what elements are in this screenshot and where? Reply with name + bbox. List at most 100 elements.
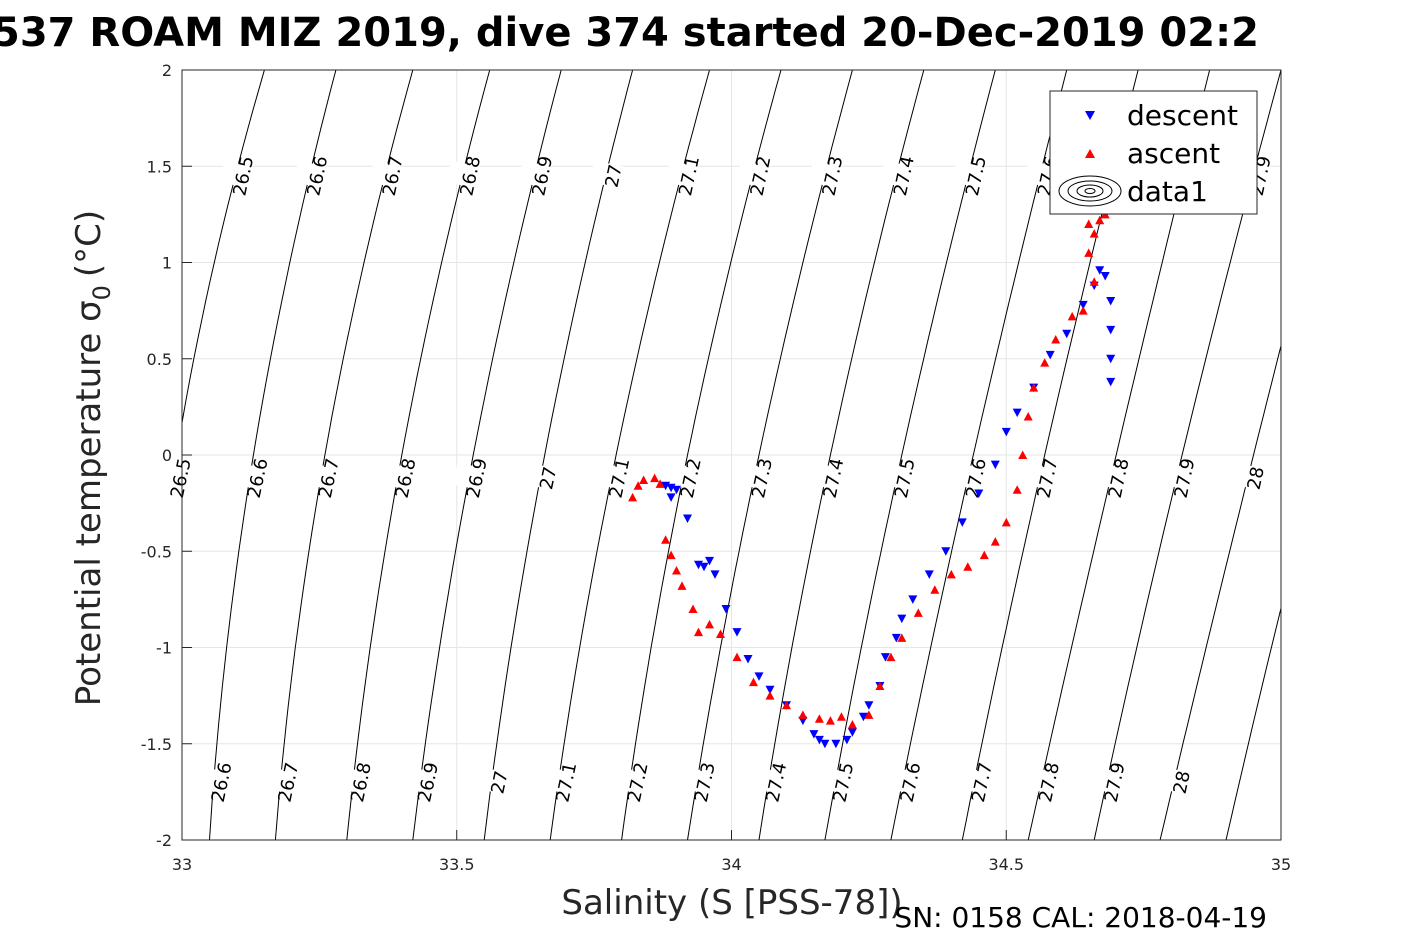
contour-label-bg <box>952 462 1000 494</box>
contour-label-bg <box>1094 462 1143 494</box>
ascent-point <box>688 604 698 613</box>
ascent-point <box>1040 358 1050 367</box>
ascent-point <box>836 712 846 721</box>
ascent-point <box>886 652 896 662</box>
isopycnal-line <box>412 70 562 840</box>
descent-point <box>814 735 824 745</box>
ascent-point <box>930 585 940 594</box>
x-tick-label: 34 <box>721 855 741 874</box>
descent-point <box>721 605 731 614</box>
contour-label-bg <box>381 462 430 494</box>
y-axis-label: Potential temperature σ0 (°C) <box>69 210 116 706</box>
y-tick-label: 1.5 <box>147 157 172 176</box>
contour-label-bg <box>197 766 246 798</box>
contour-label-bg <box>880 160 928 192</box>
contour-label-bg <box>1157 766 1206 798</box>
isopycnal-line <box>824 70 996 840</box>
ascent-point <box>628 492 638 502</box>
legend-ascent-marker <box>1085 149 1095 158</box>
descent-point <box>1100 272 1110 281</box>
ascent-point <box>1051 335 1061 344</box>
contour-label-bg <box>1160 462 1209 494</box>
y-tick-label: 2 <box>162 61 172 80</box>
ascent-point <box>1067 311 1077 321</box>
ascent-point <box>672 566 681 575</box>
ascent-point <box>1084 248 1094 257</box>
y-tick-label: -0.5 <box>141 542 172 561</box>
contour-label-bg <box>1023 462 1072 494</box>
contour-label-bg <box>1231 462 1280 494</box>
ascent-point <box>677 581 687 590</box>
descent-point <box>897 614 907 624</box>
ascent-point <box>1001 517 1011 527</box>
isopycnal-line <box>687 70 853 840</box>
contour-label-bg <box>665 160 713 192</box>
ascent-point <box>655 479 665 488</box>
y-tick-label: -1 <box>156 639 172 658</box>
isopycnal-line <box>346 70 491 840</box>
ascent-point <box>716 629 725 638</box>
descent-point <box>705 556 714 566</box>
density-contour-labels: 26.6 26.7 26.8 26.9 27 27.1 27.2 27.3 27.4 27.5 27… <box>156 154 1285 804</box>
legend-descent-label: descent <box>1127 99 1238 132</box>
descent-point <box>908 595 918 604</box>
isopycnal-line <box>549 70 710 840</box>
ascent-point <box>1089 229 1099 238</box>
descent-point <box>924 570 934 579</box>
contour-label-bg <box>446 160 495 192</box>
ascent-point <box>782 700 791 710</box>
isopycnal-line <box>621 70 782 840</box>
ascent-point <box>705 619 714 629</box>
ascent-point <box>1023 412 1033 421</box>
y-tick-label: 0 <box>162 446 172 465</box>
descent-point <box>864 701 874 710</box>
legend-contour-icon <box>1058 175 1122 207</box>
ascent-point <box>798 710 808 719</box>
descent-point <box>672 485 681 495</box>
contour-label-bg <box>524 462 573 494</box>
y-axis-label-text: Potential temperature σ <box>69 300 109 706</box>
descent-point <box>957 518 967 527</box>
data-series <box>628 209 1116 749</box>
y-tick-label: -2 <box>156 831 172 850</box>
ascent-point <box>990 537 1000 546</box>
descent-point <box>1012 408 1022 418</box>
contour-label-bg <box>1090 766 1139 798</box>
ascent-point <box>897 633 907 642</box>
contour-label-bg <box>453 462 501 494</box>
legend-descent-marker <box>1085 111 1095 120</box>
descent-point <box>754 672 764 681</box>
contour-label-bg <box>233 462 282 494</box>
y-axis-label-unit: (°C) <box>69 210 109 277</box>
descent-point <box>1045 350 1055 360</box>
contour-label-bg <box>681 766 729 798</box>
contour-label-bg <box>808 160 857 192</box>
footer-serial-calibration: SN: 0158 CAL: 2018-04-19 <box>894 901 1267 934</box>
descent-point <box>1106 325 1116 335</box>
descent-point <box>683 514 692 523</box>
descent-point <box>891 633 901 643</box>
descent-point <box>974 489 984 498</box>
contour-label-bg <box>219 160 268 192</box>
x-tick-label: 33.5 <box>439 855 475 874</box>
descent-point <box>990 460 1000 470</box>
ascent-point <box>650 473 660 483</box>
x-tick-label: 35 <box>1271 855 1291 874</box>
y-tick-label: 1 <box>162 254 172 273</box>
ascent-point <box>825 716 835 725</box>
isopycnal-line <box>1225 606 1281 840</box>
isopycnal-line <box>209 70 337 840</box>
isopycnal-label: 27 <box>536 465 561 492</box>
ascent-point <box>1078 306 1088 315</box>
isopycnal-label: 28 <box>1170 769 1195 796</box>
isopycnal-line <box>758 70 925 840</box>
ascent-point <box>1089 277 1099 286</box>
contour-label-bg <box>475 766 524 798</box>
descent-point <box>1078 300 1088 310</box>
contour-label-bg <box>752 766 801 798</box>
x-tick-label: 34.5 <box>988 855 1024 874</box>
legend-box <box>1049 90 1258 215</box>
descent-point <box>765 685 775 695</box>
contour-label-bg <box>305 462 353 494</box>
